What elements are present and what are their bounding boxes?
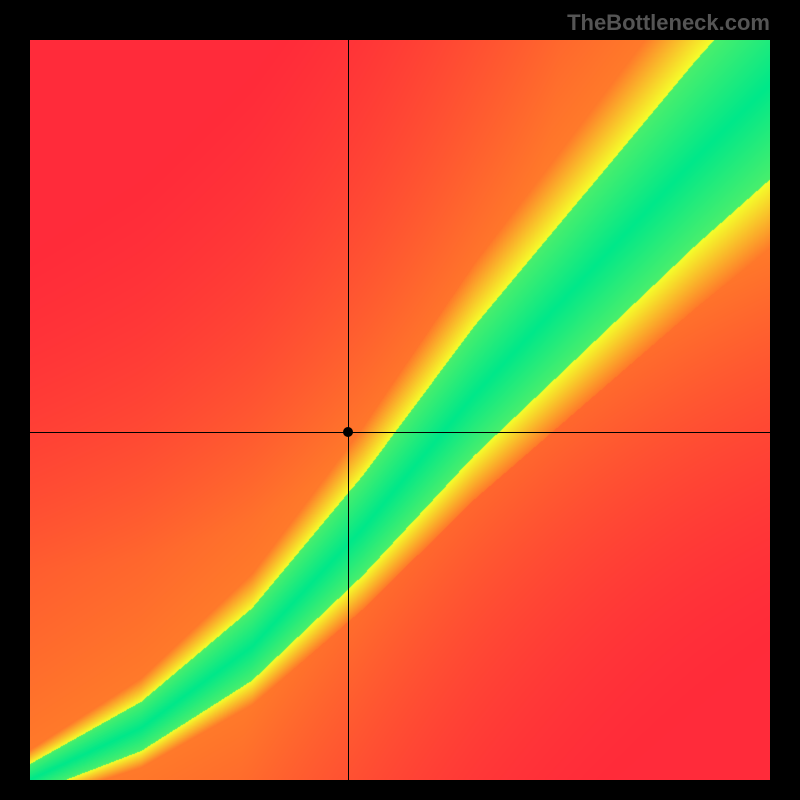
crosshair-horizontal	[30, 432, 770, 433]
chart-container: TheBottleneck.com	[0, 0, 800, 800]
heatmap-canvas	[30, 40, 770, 780]
heatmap-plot	[30, 40, 770, 780]
crosshair-vertical	[348, 40, 349, 780]
watermark-text: TheBottleneck.com	[567, 10, 770, 36]
data-point-marker	[343, 427, 353, 437]
